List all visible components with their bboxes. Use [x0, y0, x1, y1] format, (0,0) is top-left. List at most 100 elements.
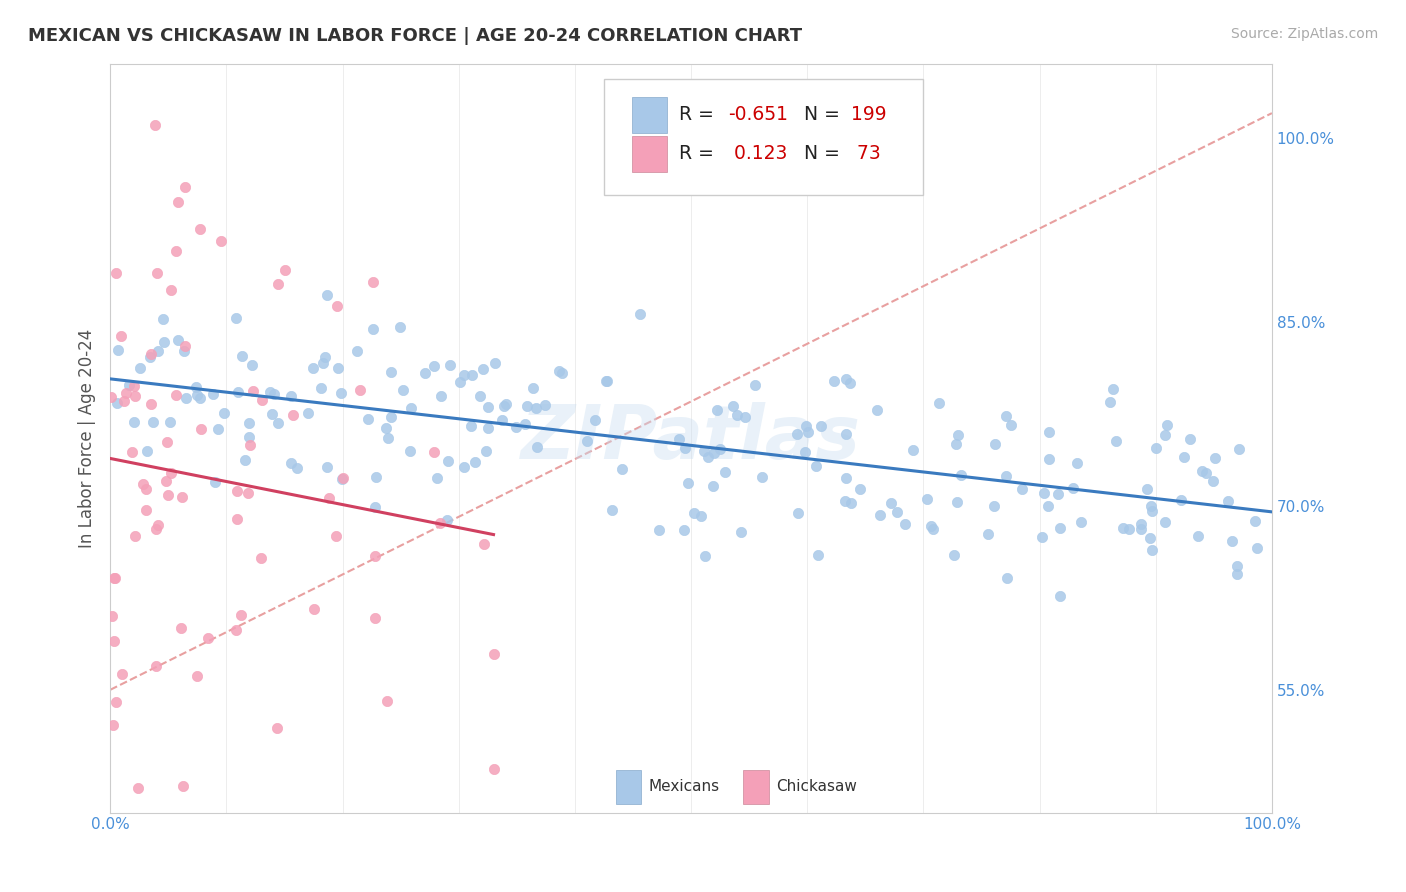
Point	[281, 408, 304, 422]
Point	[894, 516, 917, 531]
Point	[391, 383, 413, 397]
Point	[363, 611, 385, 625]
Point	[173, 339, 195, 353]
Point	[165, 388, 187, 402]
Point	[332, 471, 354, 485]
Point	[610, 462, 633, 476]
Point	[984, 437, 1007, 451]
Point	[945, 437, 967, 451]
Point	[461, 368, 484, 383]
Point	[145, 658, 167, 673]
Point	[364, 470, 387, 484]
Point	[551, 366, 574, 380]
Point	[835, 372, 858, 386]
Point	[118, 378, 141, 392]
Point	[330, 472, 353, 486]
Point	[683, 506, 706, 520]
Point	[575, 434, 598, 449]
Point	[415, 366, 437, 380]
Point	[983, 499, 1005, 513]
Point	[1049, 590, 1071, 604]
Point	[146, 266, 169, 280]
Point	[725, 408, 748, 422]
Point	[250, 551, 273, 566]
Point	[1102, 382, 1125, 396]
Point	[1031, 530, 1053, 544]
Point	[1180, 432, 1202, 446]
Point	[1142, 543, 1164, 558]
Point	[107, 343, 129, 358]
Point	[423, 359, 446, 373]
Point	[103, 571, 125, 585]
Point	[430, 389, 453, 403]
Point	[361, 321, 384, 335]
Point	[648, 523, 671, 537]
Point	[212, 406, 235, 420]
Point	[513, 417, 536, 432]
Point	[526, 441, 548, 455]
Point	[928, 395, 950, 409]
Point	[477, 421, 499, 435]
Point	[422, 444, 444, 458]
Point	[349, 383, 371, 397]
Point	[516, 400, 538, 414]
Point	[810, 419, 832, 434]
Point	[696, 450, 718, 464]
Point	[186, 388, 208, 402]
Point	[1187, 529, 1209, 543]
Point	[866, 402, 889, 417]
Point	[787, 506, 810, 520]
Point	[174, 179, 197, 194]
Point	[1038, 425, 1060, 440]
Point	[110, 328, 132, 343]
Point	[921, 522, 943, 536]
Point	[977, 527, 1000, 541]
FancyBboxPatch shape	[631, 136, 666, 172]
Point	[103, 634, 125, 648]
Point	[690, 509, 713, 524]
Point	[1070, 515, 1092, 529]
FancyBboxPatch shape	[616, 770, 641, 804]
Point	[1129, 517, 1152, 532]
Point	[190, 422, 212, 436]
Point	[346, 343, 368, 358]
Text: -0.651: -0.651	[728, 105, 789, 125]
Point	[474, 443, 496, 458]
Point	[693, 549, 716, 563]
Point	[1038, 452, 1060, 467]
FancyBboxPatch shape	[631, 97, 666, 133]
Point	[1011, 482, 1033, 496]
Point	[946, 427, 969, 442]
Point	[1066, 456, 1088, 470]
Point	[1218, 493, 1240, 508]
Point	[399, 401, 422, 415]
Point	[823, 374, 845, 388]
Point	[238, 416, 260, 430]
Point	[702, 479, 724, 493]
Point	[1173, 450, 1195, 464]
Point	[468, 389, 491, 403]
Point	[1204, 450, 1226, 465]
Point	[744, 377, 766, 392]
Point	[233, 453, 256, 467]
Point	[600, 502, 623, 516]
Point	[135, 444, 157, 458]
Point	[280, 389, 302, 403]
Point	[155, 474, 177, 488]
Point	[105, 695, 128, 709]
Point	[460, 418, 482, 433]
Point	[380, 365, 402, 379]
Point	[159, 415, 181, 429]
Point	[1194, 466, 1216, 480]
Point	[188, 221, 211, 235]
Point	[157, 488, 180, 502]
Point	[301, 361, 323, 376]
Point	[703, 446, 725, 460]
Point	[730, 524, 752, 539]
Point	[1062, 481, 1084, 495]
Point	[834, 494, 856, 508]
Point	[880, 496, 903, 510]
Point	[266, 721, 288, 735]
Point	[124, 529, 146, 543]
Point	[201, 386, 224, 401]
